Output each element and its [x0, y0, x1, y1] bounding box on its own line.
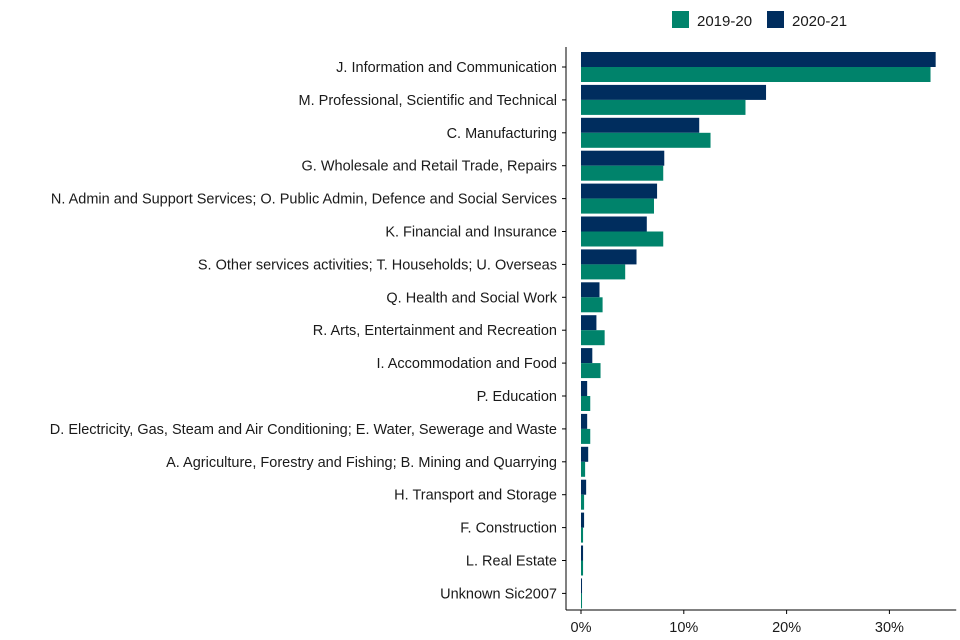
bar-2019-20-g-wholesale-and-retail-t — [581, 165, 664, 181]
bar-2019-20-q-health-and-social-work — [581, 297, 603, 313]
bar-2019-20-j-information-and-commun — [581, 67, 931, 82]
bar-2019-20-i-accommodation-and-food — [581, 363, 601, 379]
x-tick-label: 20% — [772, 620, 801, 636]
x-tick-label: 0% — [571, 620, 592, 636]
legend-swatch-2019-20 — [672, 11, 689, 28]
bar-2020-21-a-agriculture-forestry-a — [581, 446, 589, 462]
category-label-2: M. Professional, Scientific and Technica… — [299, 93, 557, 109]
bar-2020-21-m-professional-scientifi — [581, 84, 767, 100]
category-label-14: H. Transport and Storage — [394, 488, 557, 504]
category-label-7: S. Other services activities; T. Househo… — [198, 257, 557, 273]
category-label-17: Unknown Sic2007 — [440, 586, 557, 602]
category-label-4: G. Wholesale and Retail Trade, Repairs — [302, 159, 558, 175]
bar-2019-20-a-agriculture-forestry-a — [581, 461, 586, 477]
bar-2020-21-q-health-and-social-work — [581, 282, 600, 298]
legend-swatch-2020-21 — [767, 11, 784, 28]
category-label-10: I. Accommodation and Food — [376, 356, 557, 372]
bar-2020-21-i-accommodation-and-food — [581, 348, 593, 364]
bar-2019-20-k-financial-and-insuranc — [581, 231, 664, 247]
bar-2019-20-r-arts-entertainment-and — [581, 330, 605, 346]
legend-label-2020-21: 2020-21 — [792, 13, 847, 30]
x-tick-label: 30% — [875, 620, 904, 636]
category-label-15: F. Construction — [460, 521, 557, 537]
bar-2019-20-h-transport-and-storage — [581, 494, 585, 510]
bar-2019-20-f-construction — [581, 527, 584, 543]
bar-2020-21-g-wholesale-and-retail-t — [581, 150, 665, 166]
category-label-11: P. Education — [477, 389, 557, 405]
bar-2019-20-p-education — [581, 396, 591, 411]
bars — [581, 52, 936, 609]
bar-2019-20-m-professional-scientifi — [581, 99, 746, 115]
bar-2020-21-n-admin-and-support-serv — [581, 183, 658, 199]
category-label-5: N. Admin and Support Services; O. Public… — [51, 192, 557, 208]
bar-2019-20-s-other-services-activit — [581, 264, 626, 280]
category-label-6: K. Financial and Insurance — [385, 225, 557, 241]
x-axis: 0% 10% 20% 30% — [566, 609, 957, 636]
bar-2020-21-f-construction — [581, 512, 585, 528]
bar-2020-21-unknown-sic2007 — [581, 578, 583, 594]
category-label-1: J. Information and Communication — [336, 60, 557, 76]
bar-2020-21-s-other-services-activit — [581, 249, 637, 265]
bar-2019-20-unknown-sic2007 — [581, 593, 583, 609]
bar-2019-20-l-real-estate — [581, 560, 584, 576]
category-label-13: A. Agriculture, Forestry and Fishing; B.… — [166, 455, 557, 471]
bar-2020-21-r-arts-entertainment-and — [581, 315, 597, 331]
bar-2020-21-p-education — [581, 381, 588, 396]
bar-2020-21-h-transport-and-storage — [581, 479, 587, 495]
bar-2020-21-l-real-estate — [581, 545, 584, 561]
legend-label-2019-20: 2019-20 — [697, 13, 752, 30]
bar-2020-21-d-electricity-gas-steam- — [581, 413, 588, 429]
category-label-16: L. Real Estate — [466, 554, 557, 570]
category-label-3: C. Manufacturing — [447, 126, 557, 142]
x-tick-label: 10% — [669, 620, 698, 636]
bar-2020-21-j-information-and-commun — [581, 52, 936, 67]
category-labels: J. Information and Communication M. Profe… — [50, 60, 566, 602]
category-label-9: R. Arts, Entertainment and Recreation — [313, 323, 557, 339]
bar-2019-20-n-admin-and-support-serv — [581, 198, 654, 214]
category-label-8: Q. Health and Social Work — [386, 290, 557, 306]
legend: 2019-20 2020-21 — [672, 11, 847, 30]
category-label-12: D. Electricity, Gas, Steam and Air Condi… — [50, 422, 557, 438]
bar-2020-21-c-manufacturing — [581, 117, 700, 133]
bar-2019-20-c-manufacturing — [581, 132, 711, 148]
bar-2019-20-d-electricity-gas-steam- — [581, 428, 591, 444]
bar-2020-21-k-financial-and-insuranc — [581, 216, 647, 232]
